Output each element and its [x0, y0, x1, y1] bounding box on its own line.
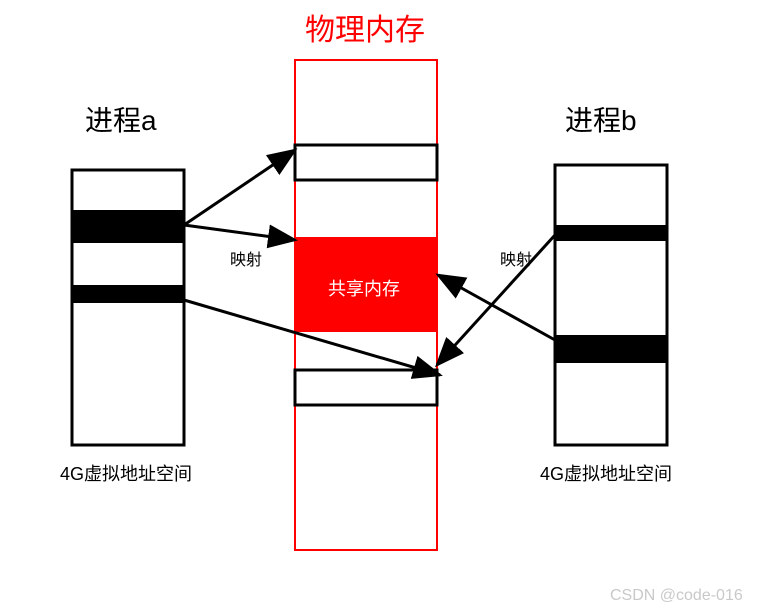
mapping-arrow-4 [438, 275, 555, 340]
process-b-caption: 4G虚拟地址空间 [540, 464, 672, 484]
process-b-band-0 [555, 225, 667, 241]
title-physical-memory: 物理内存 [305, 14, 425, 47]
process-b-rect [555, 165, 667, 445]
shared-memory-label: 共享内存 [328, 279, 400, 299]
process-a-band-0 [72, 210, 184, 243]
physical-memory-segment-1 [295, 370, 437, 405]
mapping-label-0: 映射 [230, 251, 262, 269]
shared-memory-diagram: 物理内存共享内存 进程a 4G虚拟地址空间 进程b 4G虚拟地址空间 映射 映射 CSDN @… [0, 0, 766, 610]
mapping-arrow-3 [437, 235, 555, 365]
process-b-band-1 [555, 335, 667, 363]
process-a-band-1 [72, 285, 184, 303]
mapping-arrow-1 [184, 225, 295, 240]
process-a-label: 进程a [85, 105, 157, 136]
mapping-arrow-0 [184, 150, 295, 225]
watermark: CSDN @code-016 [610, 587, 743, 604]
process-a-caption: 4G虚拟地址空间 [60, 464, 192, 484]
mapping-label-1: 映射 [500, 251, 532, 269]
process-b-label: 进程b [565, 105, 637, 136]
physical-memory-segment-0 [295, 145, 437, 180]
